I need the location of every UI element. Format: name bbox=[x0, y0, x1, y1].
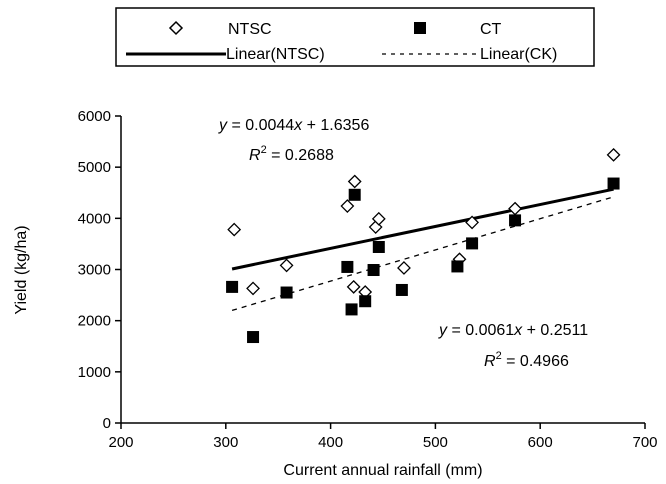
ct-point bbox=[466, 237, 479, 250]
equation-ntsc: y = 0.0044x + 1.6356 R2 = 0.2688 bbox=[218, 117, 369, 164]
ct-point bbox=[280, 286, 293, 299]
x-ticks: 200 300 400 500 600 700 bbox=[108, 423, 658, 451]
data-points bbox=[226, 147, 621, 344]
ntsc-point bbox=[347, 174, 362, 189]
y-ticks: 0 1000 2000 3000 4000 5000 6000 bbox=[78, 108, 121, 432]
equation-ntsc-text: y = 0.0044x + 1.6356 bbox=[218, 117, 369, 134]
legend-ntsc-label: NTSC bbox=[228, 21, 272, 38]
y-axis-title: Yield (kg/ha) bbox=[13, 225, 30, 314]
ntsc-point bbox=[606, 147, 621, 162]
ct-point bbox=[607, 177, 620, 190]
ntsc-point bbox=[508, 201, 522, 216]
axes bbox=[120, 116, 645, 424]
legend-linear-ck-label: Linear(CK) bbox=[480, 46, 557, 63]
y-tick-label: 5000 bbox=[78, 159, 111, 176]
x-axis-title: Current annual rainfall (mm) bbox=[283, 462, 482, 479]
legend: NTSC CT Linear(NTSC) Linear(CK) bbox=[115, 7, 595, 67]
legend-ct-label: CT bbox=[480, 21, 502, 38]
r-squared-ck-text: R2 = 0.4966 bbox=[484, 350, 569, 370]
y-tick-label: 4000 bbox=[78, 210, 111, 227]
trendline-ntsc bbox=[231, 187, 614, 271]
y-tick-label: 3000 bbox=[78, 262, 111, 279]
ct-point bbox=[372, 240, 385, 253]
legend-linear-ntsc-label: Linear(NTSC) bbox=[226, 46, 325, 63]
y-tick-label: 6000 bbox=[78, 108, 111, 125]
ct-point bbox=[345, 303, 358, 316]
ct-point bbox=[341, 260, 354, 273]
ct-point bbox=[395, 283, 408, 296]
trendlines bbox=[231, 187, 614, 312]
x-tick-label: 400 bbox=[318, 434, 343, 451]
ct-point bbox=[348, 188, 361, 201]
ntsc-point bbox=[397, 261, 411, 275]
ct-point bbox=[451, 260, 464, 273]
equation-ck: y = 0.0061x + 0.2511 R2 = 0.4966 bbox=[438, 322, 588, 370]
y-tick-label: 2000 bbox=[78, 313, 111, 330]
ntsc-point bbox=[346, 279, 361, 294]
equation-ck-text: y = 0.0061x + 0.2511 bbox=[438, 322, 588, 339]
legend-ntsc-marker bbox=[168, 20, 184, 36]
y-tick-label: 1000 bbox=[78, 364, 111, 381]
ntsc-point bbox=[279, 258, 294, 273]
legend-box bbox=[115, 7, 595, 67]
x-tick-label: 500 bbox=[423, 434, 448, 451]
ntsc-point bbox=[340, 199, 355, 213]
x-tick-label: 600 bbox=[528, 434, 553, 451]
ntsc-point bbox=[246, 281, 260, 296]
x-tick-label: 300 bbox=[213, 434, 238, 451]
ct-point bbox=[509, 214, 522, 227]
trendline-ck bbox=[231, 196, 614, 312]
ct-point bbox=[226, 280, 239, 293]
ntsc-point bbox=[371, 211, 386, 226]
x-tick-label: 200 bbox=[108, 434, 133, 451]
ct-point bbox=[247, 331, 260, 344]
y-tick-label: 0 bbox=[103, 415, 111, 432]
legend-ct-marker bbox=[414, 22, 426, 34]
x-tick-label: 700 bbox=[632, 434, 657, 451]
ntsc-point bbox=[465, 215, 479, 230]
r-squared-ntsc-text: R2 = 0.2688 bbox=[249, 144, 334, 164]
ntsc-point bbox=[227, 222, 242, 237]
ct-point bbox=[367, 264, 380, 277]
ct-point bbox=[359, 295, 372, 308]
